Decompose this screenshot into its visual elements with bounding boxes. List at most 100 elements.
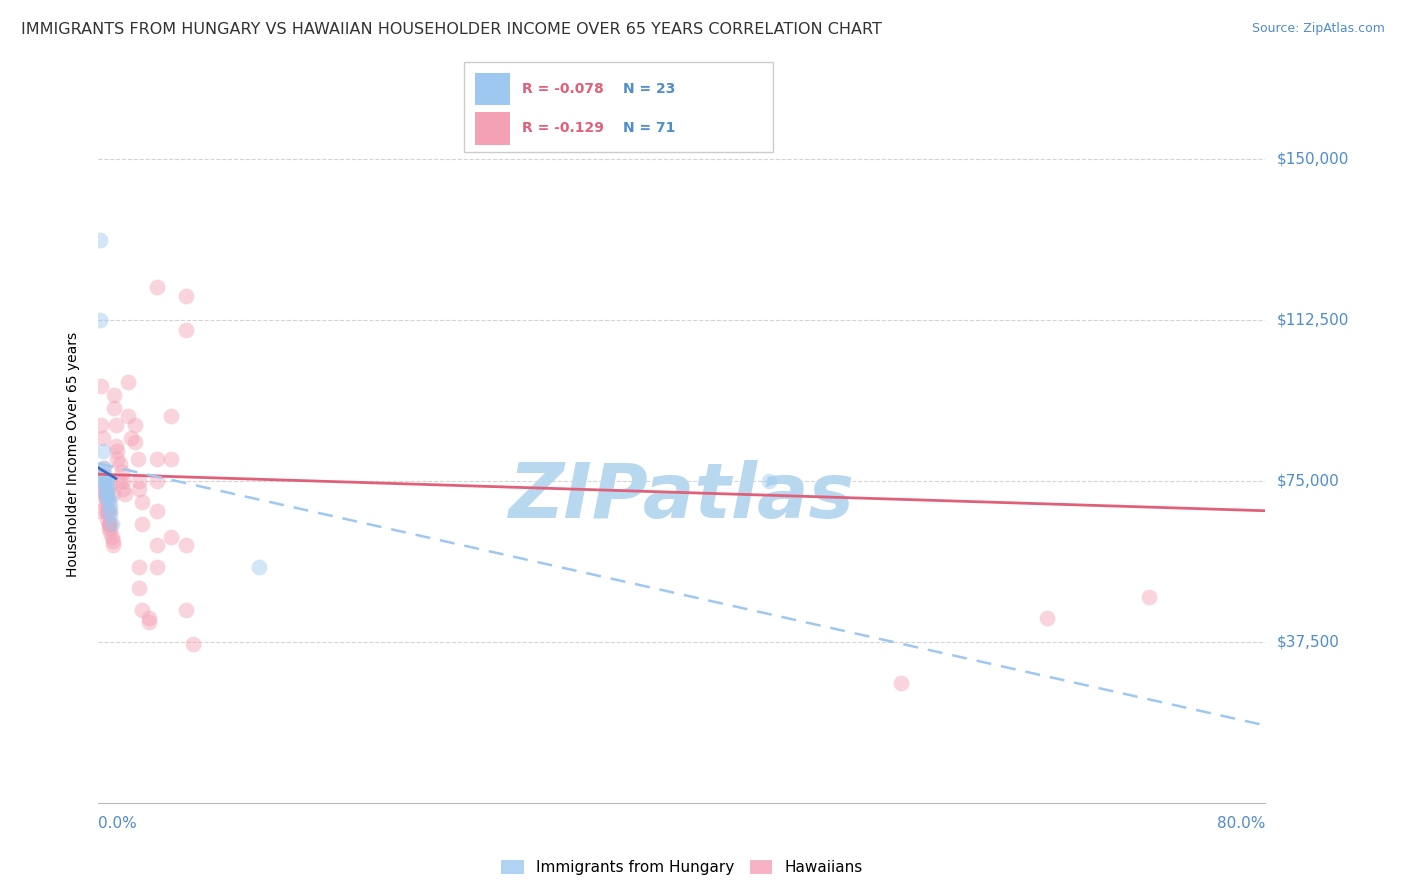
Point xyxy=(96,486,118,500)
Text: 0.0%: 0.0% xyxy=(98,816,138,831)
Point xyxy=(96,491,118,505)
Point xyxy=(247,559,270,574)
Point xyxy=(98,508,121,522)
Point xyxy=(174,602,197,616)
Point xyxy=(120,431,142,445)
Point xyxy=(94,478,117,492)
Point xyxy=(97,516,120,531)
Point xyxy=(174,538,197,552)
Point xyxy=(131,602,153,616)
Point xyxy=(94,491,117,505)
Point xyxy=(105,443,128,458)
Text: $150,000: $150,000 xyxy=(1277,151,1348,166)
Point xyxy=(146,504,169,518)
Point xyxy=(181,637,204,651)
Text: $75,000: $75,000 xyxy=(1277,473,1340,488)
Point xyxy=(112,474,135,488)
Point xyxy=(138,611,160,625)
Point xyxy=(160,529,183,543)
Point xyxy=(98,500,121,514)
Point xyxy=(94,486,117,500)
Point xyxy=(128,474,150,488)
Point xyxy=(97,504,120,518)
Point xyxy=(104,417,127,432)
Point xyxy=(174,289,197,303)
Point xyxy=(160,409,183,424)
Point xyxy=(93,483,115,497)
Point xyxy=(93,486,115,500)
Point xyxy=(96,504,118,518)
Point xyxy=(146,474,169,488)
Point xyxy=(103,401,125,415)
Point xyxy=(174,323,197,337)
Point xyxy=(146,559,169,574)
Text: N = 23: N = 23 xyxy=(623,82,675,96)
Text: ZIPatlas: ZIPatlas xyxy=(509,459,855,533)
Point xyxy=(758,474,780,488)
Point xyxy=(98,504,121,518)
Point xyxy=(90,379,112,393)
Point xyxy=(110,474,132,488)
Point xyxy=(101,533,124,548)
Point xyxy=(91,443,114,458)
Text: R = -0.078: R = -0.078 xyxy=(522,82,603,96)
Point xyxy=(91,460,114,475)
Point xyxy=(111,465,134,479)
Y-axis label: Householder Income Over 65 years: Householder Income Over 65 years xyxy=(66,333,80,577)
Point xyxy=(101,486,124,500)
Point xyxy=(91,431,114,445)
Text: $37,500: $37,500 xyxy=(1277,634,1340,649)
Point xyxy=(146,452,169,467)
Point xyxy=(128,483,150,497)
Point xyxy=(93,474,115,488)
Point xyxy=(97,495,120,509)
Point xyxy=(890,675,912,690)
Point xyxy=(104,439,127,453)
Point xyxy=(128,581,150,595)
Point xyxy=(97,516,120,531)
Point xyxy=(89,504,111,518)
Point xyxy=(138,615,160,630)
Point xyxy=(124,435,146,450)
Point xyxy=(128,559,150,574)
Point xyxy=(91,465,114,479)
Point xyxy=(93,469,115,483)
Text: 80.0%: 80.0% xyxy=(1218,816,1265,831)
Point xyxy=(1137,590,1160,604)
Point xyxy=(112,483,135,497)
Point xyxy=(94,493,117,508)
Point xyxy=(146,280,169,294)
Point xyxy=(96,483,118,497)
Point xyxy=(1035,611,1057,625)
Point xyxy=(96,512,118,526)
Point xyxy=(96,506,118,520)
Text: R = -0.129: R = -0.129 xyxy=(522,121,603,136)
Point xyxy=(98,525,121,540)
Point xyxy=(117,375,139,389)
Point xyxy=(94,486,117,500)
Point xyxy=(94,500,117,514)
Point xyxy=(89,233,111,247)
Point xyxy=(131,516,153,531)
Point xyxy=(97,521,120,535)
Point xyxy=(131,495,153,509)
Point xyxy=(93,460,115,475)
Point xyxy=(90,417,112,432)
Point xyxy=(96,474,118,488)
Text: IMMIGRANTS FROM HUNGARY VS HAWAIIAN HOUSEHOLDER INCOME OVER 65 YEARS CORRELATION: IMMIGRANTS FROM HUNGARY VS HAWAIIAN HOUS… xyxy=(21,22,882,37)
Point xyxy=(89,312,111,326)
Point xyxy=(160,452,183,467)
Point xyxy=(110,457,132,471)
Point xyxy=(100,529,122,543)
Point xyxy=(98,478,121,492)
Point xyxy=(146,538,169,552)
Text: N = 71: N = 71 xyxy=(623,121,675,136)
Point xyxy=(114,486,136,500)
Text: $112,500: $112,500 xyxy=(1277,312,1348,327)
Legend: Immigrants from Hungary, Hawaiians: Immigrants from Hungary, Hawaiians xyxy=(501,860,863,875)
Point xyxy=(124,417,146,432)
Point xyxy=(117,409,139,424)
Text: Source: ZipAtlas.com: Source: ZipAtlas.com xyxy=(1251,22,1385,36)
Point xyxy=(127,452,149,467)
Point xyxy=(97,491,120,505)
